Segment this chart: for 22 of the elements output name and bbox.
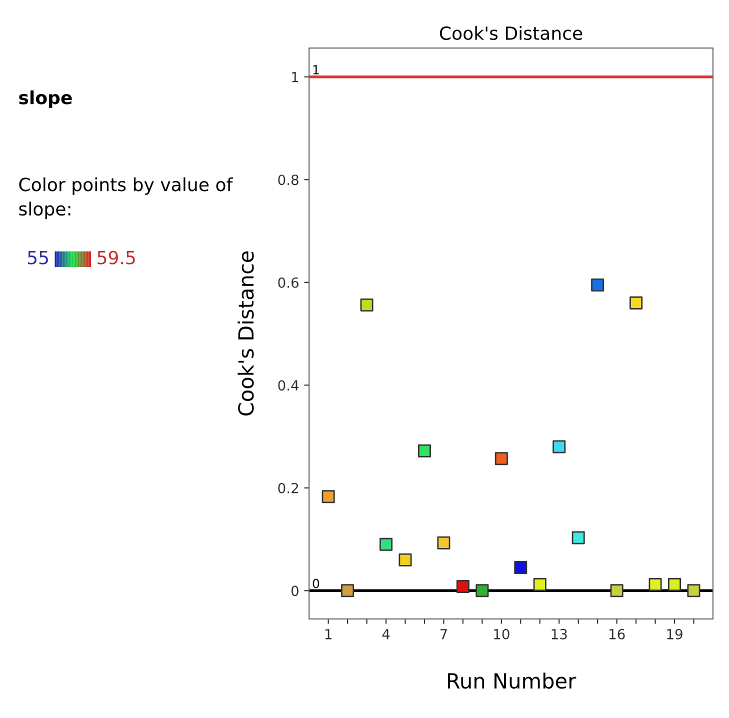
x-axis-title: Run Number xyxy=(448,672,576,689)
y-tick-label: 0.4 xyxy=(278,380,299,391)
y-tick-label: 0 xyxy=(291,586,298,596)
x-tick-label: 16 xyxy=(609,628,625,640)
text: 55 xyxy=(28,251,48,264)
text: 59.5 xyxy=(98,250,135,264)
ref-line-label: 0 xyxy=(312,578,320,588)
x-tick-label: 7 xyxy=(440,629,447,640)
x-tick-label: 10 xyxy=(494,628,510,640)
y-tick-label: 0.2 xyxy=(278,482,298,494)
x-tick-label: 1 xyxy=(325,629,332,640)
y-axis-title: Cook's Distance xyxy=(238,251,254,416)
x-tick-label: 4 xyxy=(382,629,390,640)
text: slope xyxy=(19,90,72,108)
x-tick-label: 19 xyxy=(667,628,682,640)
ref-line-label: 1 xyxy=(313,65,319,74)
y-tick-label: 0.8 xyxy=(278,174,298,186)
x-tick-label: 13 xyxy=(552,628,567,640)
y-tick-label: 0.6 xyxy=(278,277,298,288)
y-tick-label: 1 xyxy=(292,72,298,82)
text: Color points by value of slope: xyxy=(19,177,233,220)
chart-title: Cook's Distance xyxy=(440,26,582,40)
